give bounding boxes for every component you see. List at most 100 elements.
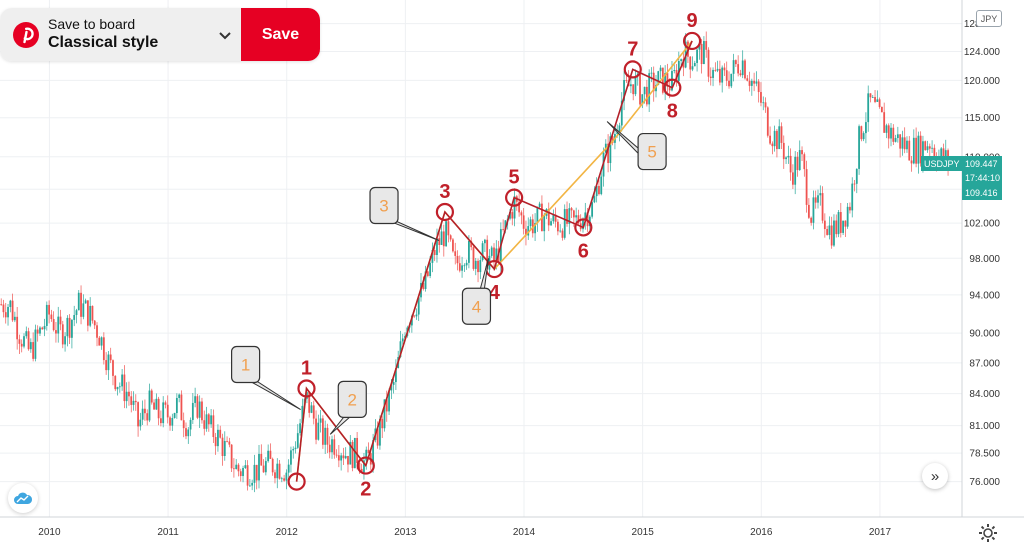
candle-body — [807, 204, 810, 218]
candle-body — [107, 354, 110, 371]
candle-body — [472, 247, 475, 269]
candle-body — [792, 172, 794, 185]
board-selector[interactable]: Save to board Classical style — [0, 8, 241, 61]
candle-body — [360, 468, 363, 473]
candle-body — [255, 464, 258, 481]
candle-body — [691, 66, 694, 70]
x-tick-label: 2010 — [38, 527, 61, 538]
candle-body — [185, 428, 187, 437]
candle-body — [534, 223, 536, 234]
candle-body — [566, 209, 568, 224]
candle-body — [203, 420, 206, 429]
candle-body — [502, 229, 505, 230]
save-button[interactable]: Save — [241, 8, 320, 61]
candle-body — [698, 43, 701, 50]
candle-body — [652, 72, 655, 92]
candle-body — [725, 70, 728, 81]
candle-body — [732, 60, 735, 74]
candle-body — [134, 400, 137, 403]
candle-body — [828, 225, 831, 235]
candle-body — [892, 127, 895, 142]
candle-body — [324, 427, 327, 445]
candle-body — [933, 147, 936, 158]
wave-callouts: 1 2 3 4 5 — [231, 121, 667, 435]
chevron-down-icon[interactable] — [217, 27, 233, 43]
candle-body — [903, 137, 906, 150]
candle-body — [609, 136, 612, 164]
candle-body — [235, 464, 238, 470]
candle-body — [869, 93, 872, 98]
candle-body — [607, 143, 609, 164]
candle-body — [746, 78, 749, 81]
candle-body — [59, 316, 62, 325]
candle-body — [128, 391, 130, 397]
candle-body — [331, 439, 333, 453]
candle-body — [274, 472, 276, 479]
candle-body — [525, 228, 527, 236]
candle-body — [191, 402, 194, 420]
candle-body — [586, 212, 589, 227]
candle-body — [709, 76, 712, 78]
candle-body — [931, 147, 933, 149]
candle-body — [826, 229, 829, 235]
candle-body — [91, 305, 94, 321]
candle-body — [399, 341, 402, 358]
candle-body — [55, 330, 57, 334]
candle-body — [280, 478, 283, 480]
candle-body — [210, 415, 212, 425]
candle-body — [180, 394, 183, 421]
candle-body — [447, 221, 450, 236]
candle-body — [513, 196, 516, 219]
candle-body — [93, 320, 96, 326]
candle-body — [490, 247, 493, 256]
y-tick-label: 124.000 — [964, 47, 1001, 58]
candle-body — [814, 197, 817, 203]
candle-body — [436, 238, 438, 256]
candle-body — [474, 260, 477, 269]
candle-body — [340, 455, 343, 461]
candle-body — [328, 444, 331, 453]
candle-body — [45, 304, 48, 326]
cloud-button[interactable] — [8, 483, 38, 513]
candle-body — [452, 239, 454, 252]
candle-body — [358, 462, 361, 469]
candle-body — [563, 209, 566, 238]
candle-body — [659, 67, 662, 72]
candle-body — [157, 398, 160, 419]
candle-body — [207, 414, 210, 425]
callout-box — [637, 132, 667, 171]
candle-body — [655, 84, 657, 92]
candle-body — [64, 336, 66, 345]
candle-body — [835, 220, 838, 235]
candle-body — [319, 418, 322, 423]
candle-body — [878, 99, 881, 107]
candle-body — [853, 183, 856, 185]
candle-body — [242, 468, 244, 477]
x-tick-label: 2017 — [869, 527, 892, 538]
candle-body — [118, 386, 121, 388]
candle-body — [769, 135, 771, 144]
candle-body — [470, 240, 473, 248]
scroll-to-realtime-button[interactable]: » — [922, 463, 948, 489]
candle-body — [771, 143, 774, 147]
candle-body — [392, 382, 395, 385]
board-name: Classical style — [48, 34, 159, 51]
candle-body — [13, 316, 16, 321]
candle-body — [894, 138, 897, 142]
currency-badge[interactable]: JPY — [976, 10, 1002, 27]
candle-body — [529, 219, 532, 227]
candle-body — [625, 80, 628, 81]
candle-body — [102, 337, 105, 361]
candle-body — [381, 418, 384, 429]
candle-body — [839, 212, 842, 233]
gear-icon[interactable] — [978, 523, 998, 543]
candle-body — [461, 265, 463, 271]
candle-body — [153, 402, 155, 410]
candle-body — [867, 93, 870, 123]
candle-body — [239, 471, 242, 477]
wave-circle — [574, 218, 593, 237]
candle-body — [518, 201, 521, 213]
candle-body — [321, 418, 324, 445]
candle-body — [477, 260, 479, 273]
